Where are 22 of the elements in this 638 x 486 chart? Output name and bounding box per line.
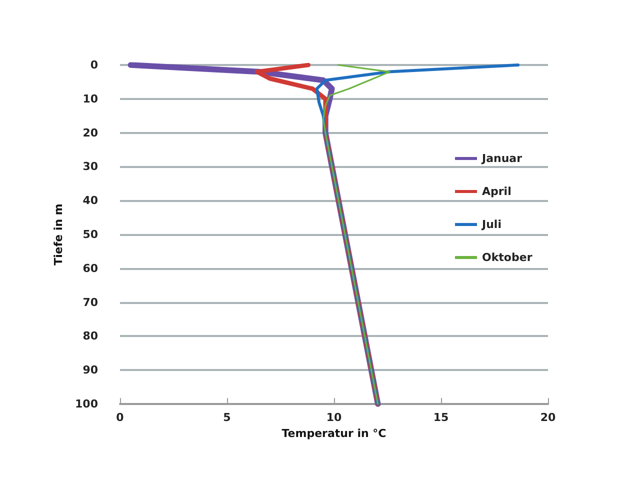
x-tick-label: 5 xyxy=(223,411,231,424)
x-tick-label: 10 xyxy=(326,411,342,424)
y-tick-label: 90 xyxy=(82,364,98,377)
legend-label: Juli xyxy=(481,218,502,231)
x-axis-title: Temperatur in °C xyxy=(282,427,386,440)
x-tick-label: 20 xyxy=(540,411,556,424)
y-tick-label: 80 xyxy=(82,330,98,343)
x-tick-label: 0 xyxy=(116,411,124,424)
y-axis-title: Tiefe in m xyxy=(52,204,66,266)
y-tick-label: 50 xyxy=(82,228,98,241)
y-tick-label: 20 xyxy=(82,126,98,140)
y-tick-label: 10 xyxy=(82,92,98,106)
y-tick-label: 60 xyxy=(82,262,98,275)
y-tick-label: 70 xyxy=(82,296,98,309)
y-tick-label: 30 xyxy=(82,160,98,174)
legend-label: Oktober xyxy=(482,251,533,264)
legend-label: Januar xyxy=(481,152,523,165)
y-tick-label: 0 xyxy=(90,58,98,72)
y-tick-label: 40 xyxy=(82,194,98,208)
legend-label: April xyxy=(482,185,512,198)
y-tick-label: 100 xyxy=(75,398,98,410)
x-tick-label: 15 xyxy=(433,411,449,424)
